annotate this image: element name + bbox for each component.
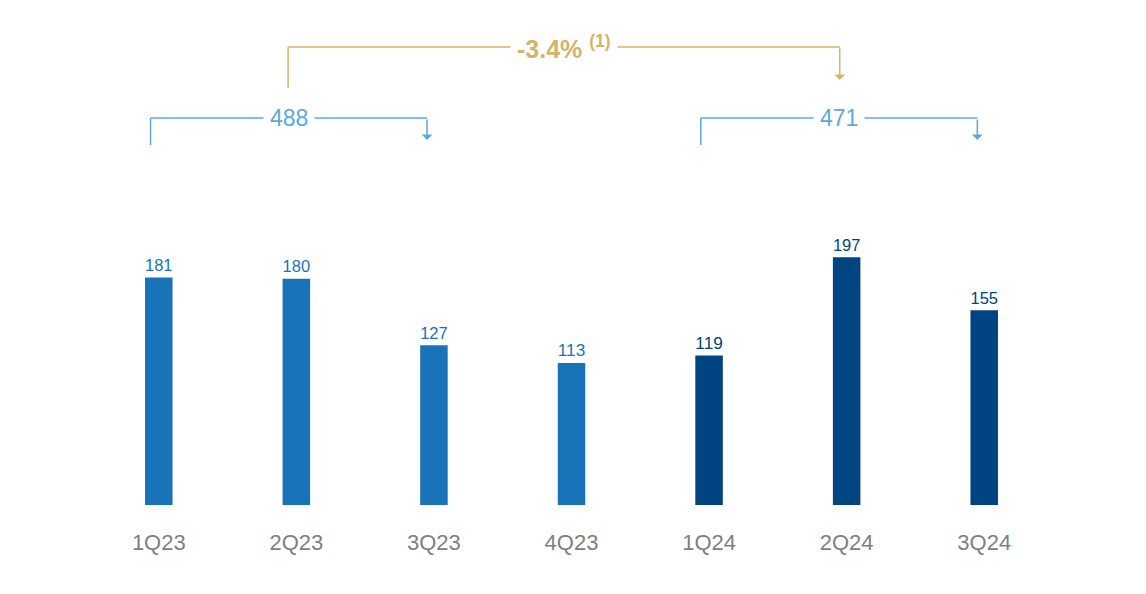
svg-text:471: 471 (820, 105, 858, 131)
svg-text:2Q24: 2Q24 (820, 530, 874, 555)
svg-text:488: 488 (270, 105, 308, 131)
svg-text:1Q23: 1Q23 (132, 530, 186, 555)
svg-text:181: 181 (145, 256, 172, 274)
svg-text:113: 113 (558, 340, 586, 360)
svg-text:3Q23: 3Q23 (407, 530, 461, 555)
svg-text:197: 197 (833, 236, 860, 254)
svg-text:1Q24: 1Q24 (682, 530, 736, 555)
svg-text:3Q24: 3Q24 (957, 530, 1011, 555)
svg-text:2Q23: 2Q23 (269, 530, 323, 555)
svg-text:127: 127 (420, 324, 448, 342)
svg-text:155: 155 (970, 289, 997, 307)
svg-text:-3.4% ​(1)​: -3.4% ​(1)​ (517, 31, 611, 63)
svg-text:180: 180 (283, 257, 310, 275)
svg-text:119: 119 (695, 333, 723, 353)
svg-text:4Q23: 4Q23 (545, 530, 599, 555)
